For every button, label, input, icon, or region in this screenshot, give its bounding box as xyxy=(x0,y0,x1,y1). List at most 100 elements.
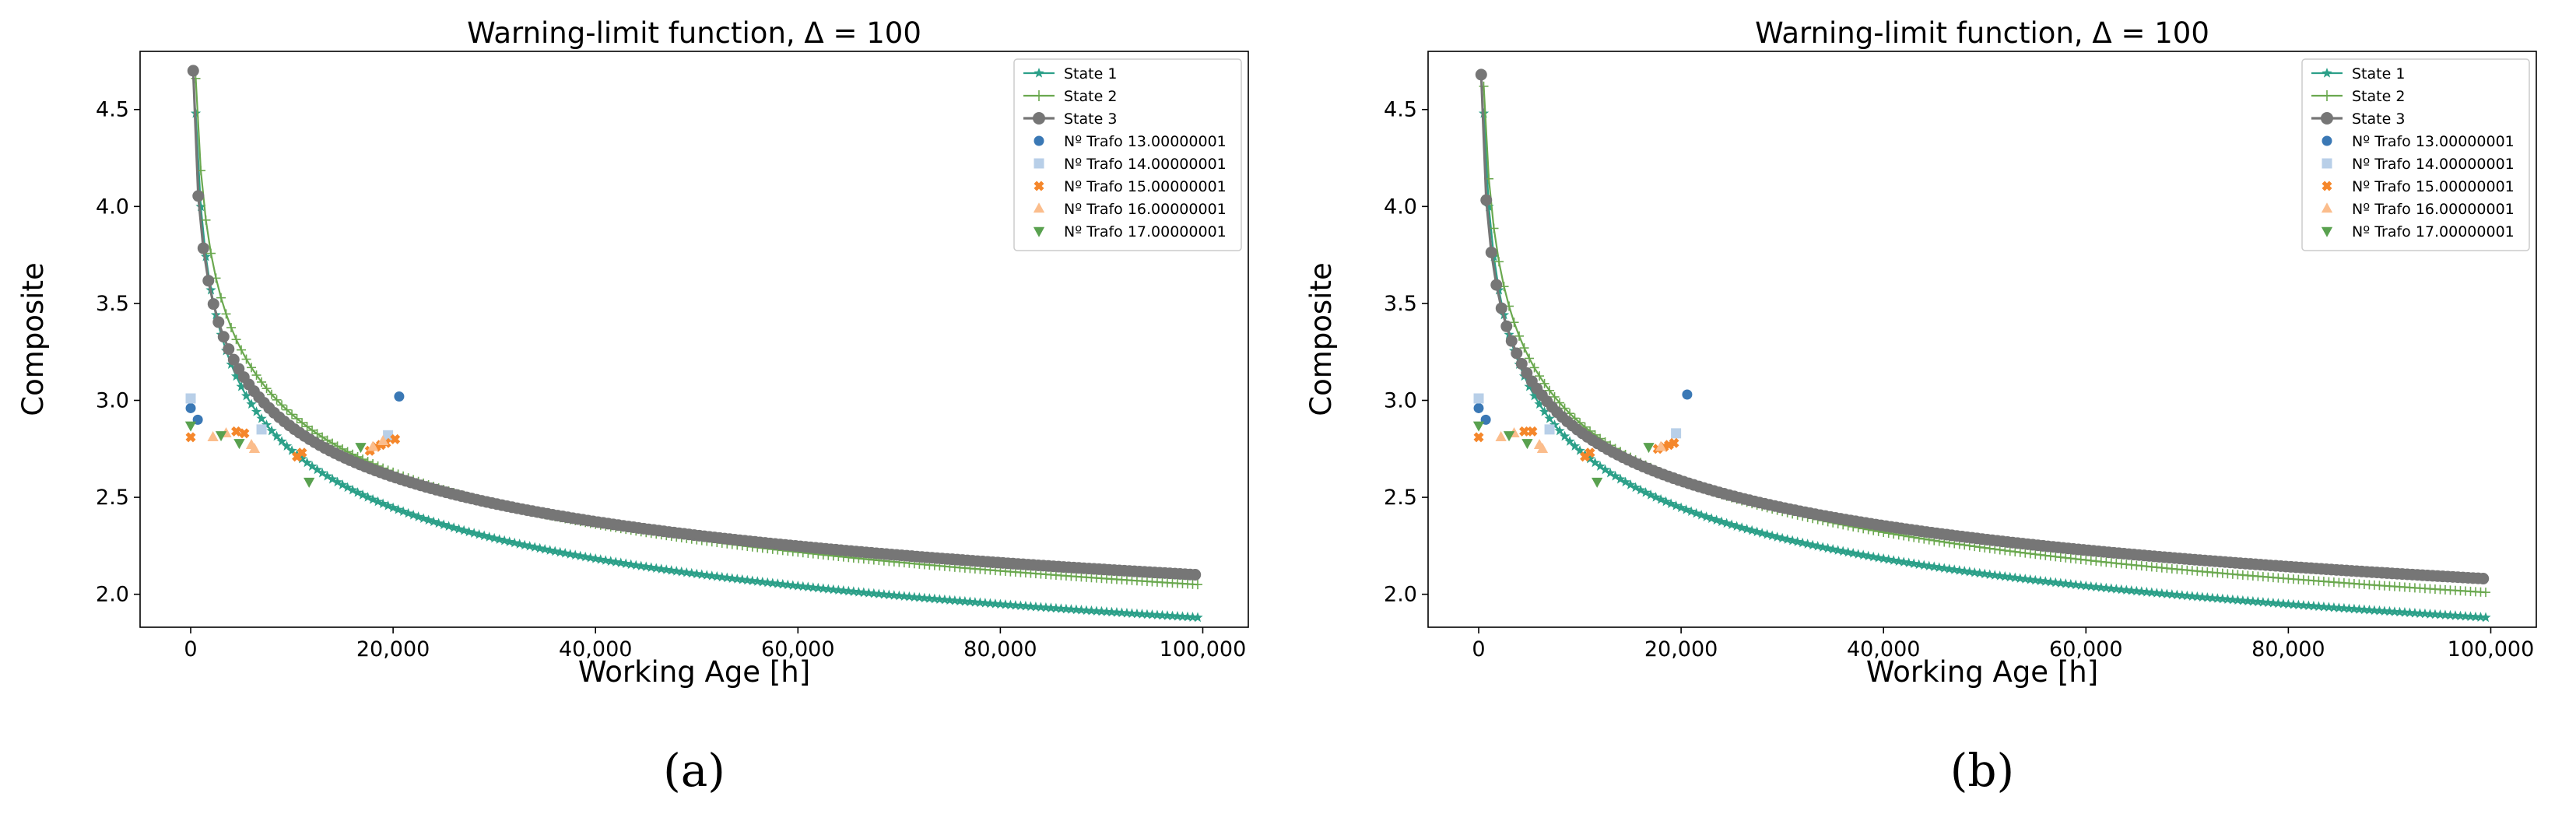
series-point xyxy=(565,549,576,559)
series-point xyxy=(1182,611,1193,622)
y-tick-label: 4.5 xyxy=(1384,98,1417,122)
series-point xyxy=(1928,561,1939,572)
series-point xyxy=(934,594,946,604)
series-point xyxy=(893,590,904,601)
scatter-point xyxy=(1521,439,1533,450)
series-point xyxy=(1736,522,1747,532)
series-point xyxy=(863,588,874,598)
series-point xyxy=(1706,513,1717,523)
series-point xyxy=(549,546,560,556)
series-point xyxy=(1539,378,1549,388)
series-point xyxy=(1086,605,1097,616)
series-point xyxy=(266,425,277,436)
y-tick-label: 3.0 xyxy=(1384,388,1417,412)
series-point xyxy=(717,571,728,582)
series-point xyxy=(1974,567,1985,578)
series-point xyxy=(2298,599,2309,610)
series-point xyxy=(1589,457,1601,468)
legend-item: Nº Trafo 13.00000001 xyxy=(2322,133,2515,150)
scatter-point xyxy=(1527,426,1538,437)
series-point xyxy=(1868,551,1879,562)
series-point xyxy=(2212,593,2223,603)
legend-item: State 1 xyxy=(1023,65,1117,82)
series-point xyxy=(1015,600,1027,611)
series-point xyxy=(1035,602,1047,612)
series-state-1 xyxy=(190,107,1203,623)
scatter-point xyxy=(239,428,250,439)
series-point xyxy=(352,486,363,497)
series-point xyxy=(1676,502,1686,513)
series-point xyxy=(1554,425,1565,436)
series-point xyxy=(1509,318,1519,328)
series-point xyxy=(1914,559,1925,570)
series-point xyxy=(231,335,241,345)
scatter-point xyxy=(1585,447,1595,458)
series-point xyxy=(1873,552,1884,563)
series-point xyxy=(970,596,981,607)
series-point xyxy=(661,564,672,574)
series-point xyxy=(812,582,823,593)
plot-frame xyxy=(1427,51,2537,628)
series-point xyxy=(287,409,297,419)
y-tick-label: 2.0 xyxy=(96,583,129,607)
series-point xyxy=(777,578,788,589)
series-point xyxy=(223,343,235,356)
series-point xyxy=(2475,612,2487,622)
series-point xyxy=(1495,302,1507,314)
series-point xyxy=(697,569,707,580)
scatter-point xyxy=(256,424,267,435)
series-point xyxy=(200,251,212,261)
x-axis: 0 20,000 40,000 60,000 80,000 100,000 xyxy=(1472,627,2534,661)
series-point xyxy=(636,560,647,571)
series-state-3 xyxy=(1475,68,2490,585)
series-point xyxy=(469,528,479,538)
series-point xyxy=(2460,610,2471,621)
scatter-point xyxy=(185,393,196,404)
series-point xyxy=(2232,595,2244,605)
series-point xyxy=(2424,609,2436,619)
series-point xyxy=(1489,223,1499,233)
scatter-point xyxy=(377,435,389,446)
series-point xyxy=(2015,573,2026,584)
series-point xyxy=(1645,489,1656,500)
legend-marker xyxy=(1034,158,1044,169)
scatter-point xyxy=(1643,443,1655,454)
series-point xyxy=(2248,595,2258,606)
series-point xyxy=(2126,585,2137,595)
series-point xyxy=(236,381,247,391)
series-point xyxy=(2455,610,2466,621)
scatter-point xyxy=(1473,432,1484,443)
series-point xyxy=(1500,320,1513,332)
series-point xyxy=(2374,605,2385,616)
series-point xyxy=(453,524,465,534)
legend-marker xyxy=(1033,226,1045,237)
series-point xyxy=(2430,609,2441,619)
series-point xyxy=(398,506,409,517)
series-point xyxy=(651,563,662,574)
legend-marker xyxy=(2321,202,2333,213)
legend-item: Nº Trafo 15.00000001 xyxy=(1034,178,1227,195)
series-point xyxy=(2207,592,2218,603)
series-point xyxy=(2409,607,2420,618)
series-point xyxy=(580,551,591,562)
series-point xyxy=(2242,595,2254,606)
series-point xyxy=(767,577,778,588)
series-point xyxy=(227,353,240,366)
series-point xyxy=(1837,546,1848,556)
series-point xyxy=(2111,584,2122,594)
series-point xyxy=(1985,569,1995,580)
series-point xyxy=(1939,563,1950,574)
series-point xyxy=(1545,385,1555,395)
y-axis-label: Composite xyxy=(16,262,50,416)
scatter-17-00000001 xyxy=(184,421,367,488)
series-point xyxy=(2313,601,2325,612)
series-point xyxy=(1888,555,1899,565)
series-point xyxy=(798,581,809,591)
series-point xyxy=(494,534,505,544)
series-point xyxy=(2096,582,2107,592)
series-point xyxy=(1863,550,1874,561)
series-point xyxy=(382,500,394,510)
legend-label: State 2 xyxy=(1064,88,1117,105)
series-point xyxy=(2434,609,2446,619)
series-point xyxy=(1525,353,1535,363)
